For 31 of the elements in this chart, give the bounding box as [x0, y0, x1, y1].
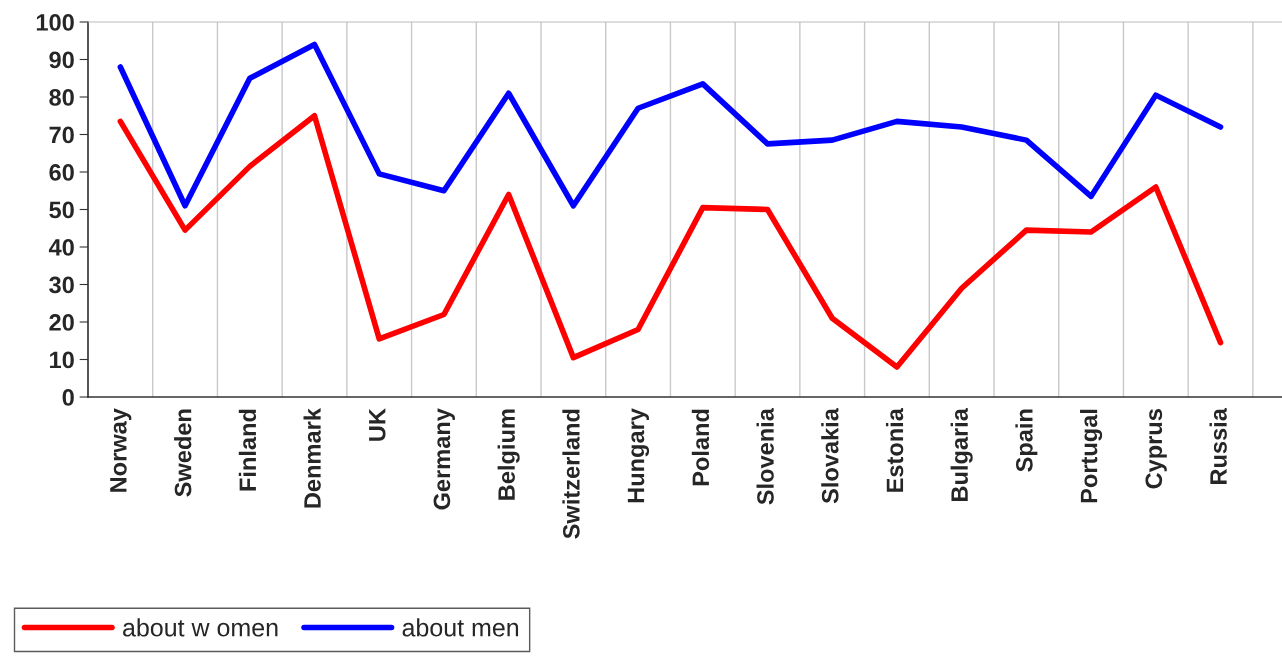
- x-tick-label: Poland: [691, 409, 710, 486]
- x-tick-label: Portugal: [1080, 409, 1103, 503]
- x-tick-label: Denmark: [303, 408, 321, 508]
- x-tick-label: Spain: [1015, 409, 1038, 472]
- x-tick-label: Germany: [433, 408, 455, 510]
- legend-label: about men: [402, 618, 519, 637]
- y-tick-label: 60: [49, 164, 74, 181]
- legend-label: about w omen: [123, 618, 278, 637]
- y-tick-label: 50: [49, 201, 74, 219]
- x-tick-label: UK: [369, 408, 386, 441]
- x-tick-label: Slovakia: [821, 407, 839, 504]
- x-tick-label: Belgium: [497, 409, 520, 500]
- x-tick-label: Cyprus: [1145, 409, 1167, 489]
- y-tick-label: 40: [48, 239, 74, 256]
- y-tick-label: 100: [36, 14, 74, 31]
- y-tick-label: 10: [50, 351, 74, 369]
- x-tick-label: Estonia: [885, 407, 904, 492]
- y-tick-label: 30: [49, 276, 74, 294]
- x-tick-label: Slovenia: [756, 407, 774, 505]
- x-tick-label: Bulgaria: [950, 407, 973, 501]
- x-tick-label: Finland: [238, 409, 257, 491]
- y-tick-label: 80: [49, 89, 74, 106]
- x-tick-label: Hungary: [627, 408, 650, 503]
- x-tick-label: Sweden: [174, 409, 192, 497]
- x-tick-label: Switzerland: [562, 409, 580, 539]
- y-tick-label: 90: [49, 51, 74, 69]
- y-tick-label: 70: [49, 126, 74, 144]
- x-tick-label: Norway: [110, 408, 132, 492]
- y-tick-label: 0: [62, 389, 74, 406]
- y-tick-label: 20: [49, 314, 74, 331]
- x-tick-label: Russia: [1209, 407, 1227, 484]
